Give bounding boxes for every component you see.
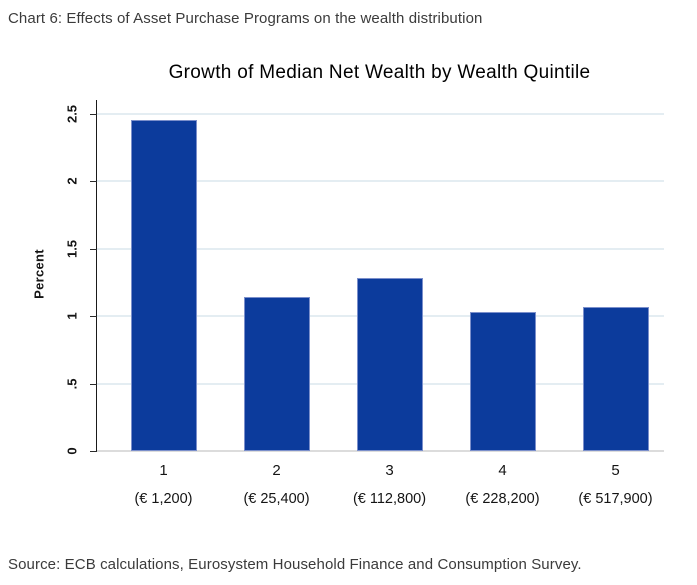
x-tick-label: 1 (159, 462, 168, 479)
plot-area: 0 .5 1 1.5 2 2.5 Percent 1 (€ 1,200) 2 (€ 25,400) 3… (32, 100, 664, 507)
y-gridline (97, 180, 664, 182)
bar-quintile-3 (356, 278, 423, 451)
y-tick-label: 1.5 (64, 239, 80, 258)
y-axis-tick (90, 248, 97, 250)
chart-title: Growth of Median Net Wealth by Wealth Qu… (168, 62, 591, 83)
y-tick-label: .5 (64, 378, 80, 389)
x-tick-label: 4 (498, 462, 507, 479)
y-tick-label: 0 (64, 447, 80, 455)
x-tick-sublabel: (€ 228,200) (465, 491, 540, 507)
y-axis-tick (90, 316, 97, 317)
y-tick-label: 2.5 (64, 104, 80, 123)
y-axis-tick (90, 113, 97, 115)
y-gridline (97, 112, 664, 115)
x-tick-label: 5 (611, 462, 620, 479)
source-note: Source: ECB calculations, Eurosystem Hou… (8, 556, 582, 573)
bar-quintile-2 (243, 297, 310, 451)
y-axis-tick (90, 181, 97, 182)
x-tick-sublabel: (€ 112,800) (352, 491, 427, 507)
y-tick-label: 2 (64, 177, 80, 185)
x-tick-sublabel: (€ 517,900) (578, 491, 653, 507)
x-tick-sublabel: (€ 1,200) (134, 491, 193, 507)
y-axis-tick (90, 451, 97, 452)
x-tick-label: 2 (272, 462, 281, 479)
y-axis-tick (90, 383, 97, 385)
y-gridline (97, 247, 664, 250)
bar-quintile-5 (582, 307, 649, 451)
y-axis-title: Percent (31, 248, 47, 299)
x-tick-label: 3 (385, 462, 394, 479)
bar-quintile-1 (130, 120, 197, 451)
x-axis-baseline (97, 450, 664, 452)
x-tick-sublabel: (€ 25,400) (243, 491, 310, 507)
bar-quintile-4 (469, 312, 536, 451)
y-tick-label: 1 (64, 312, 80, 320)
chart-header-caption: Chart 6: Effects of Asset Purchase Progr… (8, 10, 483, 27)
